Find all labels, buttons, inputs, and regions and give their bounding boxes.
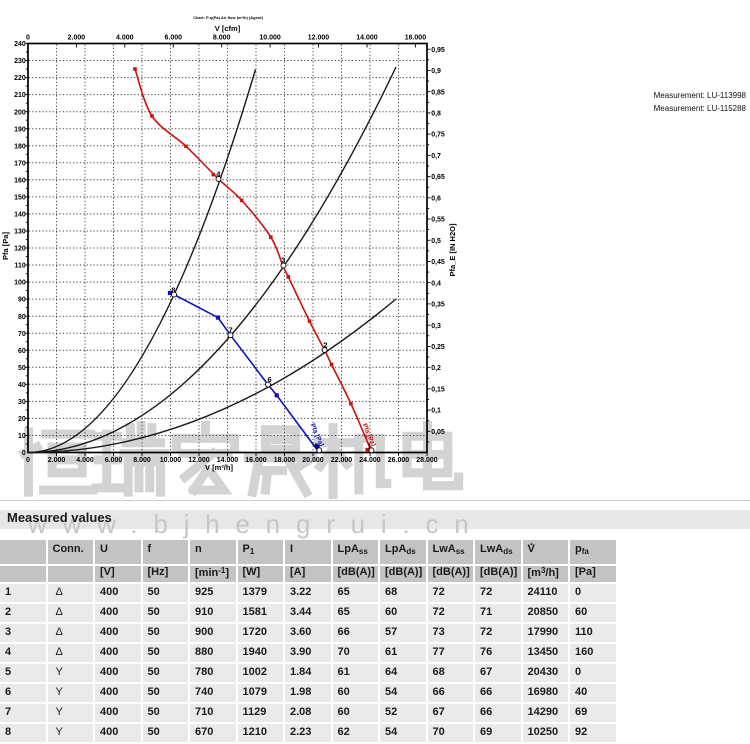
svg-text:26.000: 26.000 [388, 457, 410, 464]
svg-text:0,65: 0,65 [431, 174, 445, 181]
svg-text:0,85: 0,85 [431, 89, 445, 96]
svg-text:80: 80 [18, 314, 26, 321]
svg-text:0,1: 0,1 [431, 408, 441, 415]
svg-text:14.000: 14.000 [217, 457, 239, 464]
svg-text:0: 0 [26, 35, 30, 42]
svg-text:0,45: 0,45 [431, 259, 445, 266]
svg-text:4: 4 [216, 170, 221, 179]
svg-text:0,3: 0,3 [431, 323, 441, 330]
svg-text:180: 180 [14, 143, 26, 150]
svg-text:5: 5 [314, 442, 318, 451]
svg-text:6.000: 6.000 [105, 457, 123, 464]
svg-text:150: 150 [14, 195, 26, 202]
svg-text:70: 70 [18, 331, 26, 338]
svg-text:120: 120 [14, 246, 26, 253]
svg-text:130: 130 [14, 229, 26, 236]
svg-text:240: 240 [14, 41, 26, 48]
svg-text:0,8: 0,8 [431, 111, 441, 118]
svg-text:200: 200 [14, 109, 26, 116]
svg-text:0,25: 0,25 [431, 344, 445, 351]
svg-text:14.000: 14.000 [356, 35, 378, 42]
svg-text:0,7: 0,7 [431, 153, 441, 160]
svg-text:170: 170 [14, 160, 26, 167]
svg-text:3: 3 [281, 256, 285, 265]
svg-text:2.000: 2.000 [68, 35, 86, 42]
svg-text:0,35: 0,35 [431, 302, 445, 309]
svg-text:28.000: 28.000 [416, 457, 438, 464]
svg-text:Pfa [Pa]: Pfa [Pa] [1, 232, 10, 260]
svg-text:8.000: 8.000 [133, 457, 151, 464]
svg-text:0,4: 0,4 [431, 280, 441, 287]
svg-text:140: 140 [14, 212, 26, 219]
svg-text:100: 100 [14, 280, 26, 287]
svg-text:230: 230 [14, 58, 26, 65]
svg-text:0,15: 0,15 [431, 386, 445, 393]
svg-text:0,6: 0,6 [431, 195, 441, 202]
svg-text:60: 60 [18, 348, 26, 355]
svg-text:20: 20 [18, 416, 26, 423]
svg-text:110: 110 [15, 263, 26, 270]
svg-text:6: 6 [268, 375, 272, 384]
svg-text:0,55: 0,55 [431, 217, 445, 224]
svg-text:0,9: 0,9 [431, 68, 441, 75]
svg-text:40: 40 [18, 382, 26, 389]
svg-text:24.000: 24.000 [359, 457, 381, 464]
svg-text:2: 2 [323, 341, 327, 350]
svg-text:8: 8 [171, 286, 175, 295]
svg-text:V [cfm]: V [cfm] [215, 24, 241, 33]
svg-text:10.000: 10.000 [259, 35, 281, 42]
svg-text:0,75: 0,75 [431, 132, 445, 139]
svg-text:20.000: 20.000 [302, 457, 324, 464]
svg-text:10: 10 [18, 433, 26, 440]
svg-text:4.000: 4.000 [76, 457, 94, 464]
svg-text:0,2: 0,2 [431, 365, 441, 372]
svg-text:8.000: 8.000 [213, 35, 231, 42]
svg-text:160: 160 [14, 177, 26, 184]
svg-text:18.000: 18.000 [274, 457, 296, 464]
svg-text:22.000: 22.000 [331, 457, 353, 464]
svg-text:210: 210 [14, 92, 26, 99]
svg-text:2.000: 2.000 [48, 457, 66, 464]
svg-text:50: 50 [18, 365, 26, 372]
svg-text:7: 7 [229, 326, 233, 335]
svg-text:16.000: 16.000 [245, 457, 267, 464]
svg-text:0,95: 0,95 [431, 47, 445, 54]
svg-text:0,5: 0,5 [431, 238, 441, 245]
svg-text:0: 0 [22, 450, 26, 457]
svg-text:1: 1 [367, 442, 371, 451]
svg-text:30: 30 [18, 399, 26, 406]
svg-text:4.000: 4.000 [116, 35, 134, 42]
svg-text:90: 90 [18, 297, 26, 304]
svg-text:6.000: 6.000 [165, 35, 183, 42]
svg-text:0: 0 [26, 457, 30, 464]
svg-text:190: 190 [14, 126, 26, 133]
svg-text:V [m³/h]: V [m³/h] [205, 463, 233, 472]
svg-text:12.000: 12.000 [188, 457, 210, 464]
svg-text:10.000: 10.000 [160, 457, 182, 464]
svg-text:Pfa_E [IN H2O]: Pfa_E [IN H2O] [448, 223, 457, 276]
svg-text:16.000: 16.000 [405, 35, 427, 42]
svg-text:220: 220 [14, 75, 26, 82]
svg-text:0,05: 0,05 [431, 429, 445, 436]
svg-text:12.000: 12.000 [308, 35, 330, 42]
svg-text:Chart: P-q(Pa) Air flow (m³/h): Chart: P-q(Pa) Air flow (m³/h) (Agent) [193, 15, 264, 20]
